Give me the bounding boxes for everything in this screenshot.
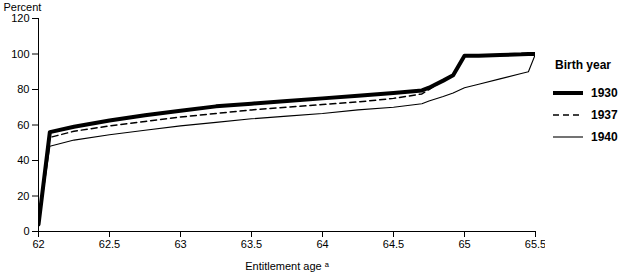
svg-text:40: 40 bbox=[17, 154, 29, 166]
svg-text:63.5: 63.5 bbox=[241, 238, 262, 250]
svg-text:Entitlement age ᵃ: Entitlement age ᵃ bbox=[245, 260, 329, 272]
html-text:1940: 1940 bbox=[591, 130, 618, 144]
html-text:1937: 1937 bbox=[591, 108, 618, 122]
html-text:1930: 1930 bbox=[591, 86, 618, 100]
svg-text:Percent: Percent bbox=[4, 1, 42, 13]
svg-text:65: 65 bbox=[458, 238, 470, 250]
svg-text:80: 80 bbox=[17, 83, 29, 95]
html-text:Birth year: Birth year bbox=[555, 58, 611, 72]
svg-text:100: 100 bbox=[11, 48, 29, 60]
svg-text:120: 120 bbox=[11, 12, 29, 24]
svg-text:62.5: 62.5 bbox=[99, 238, 120, 250]
svg-text:62: 62 bbox=[32, 238, 44, 250]
svg-text:20: 20 bbox=[17, 190, 29, 202]
svg-text:0: 0 bbox=[23, 225, 29, 237]
svg-text:64.5: 64.5 bbox=[383, 238, 404, 250]
svg-text:65.5: 65.5 bbox=[525, 238, 545, 250]
svg-text:63: 63 bbox=[174, 238, 186, 250]
svg-text:60: 60 bbox=[17, 119, 29, 131]
svg-text:64: 64 bbox=[316, 238, 328, 250]
